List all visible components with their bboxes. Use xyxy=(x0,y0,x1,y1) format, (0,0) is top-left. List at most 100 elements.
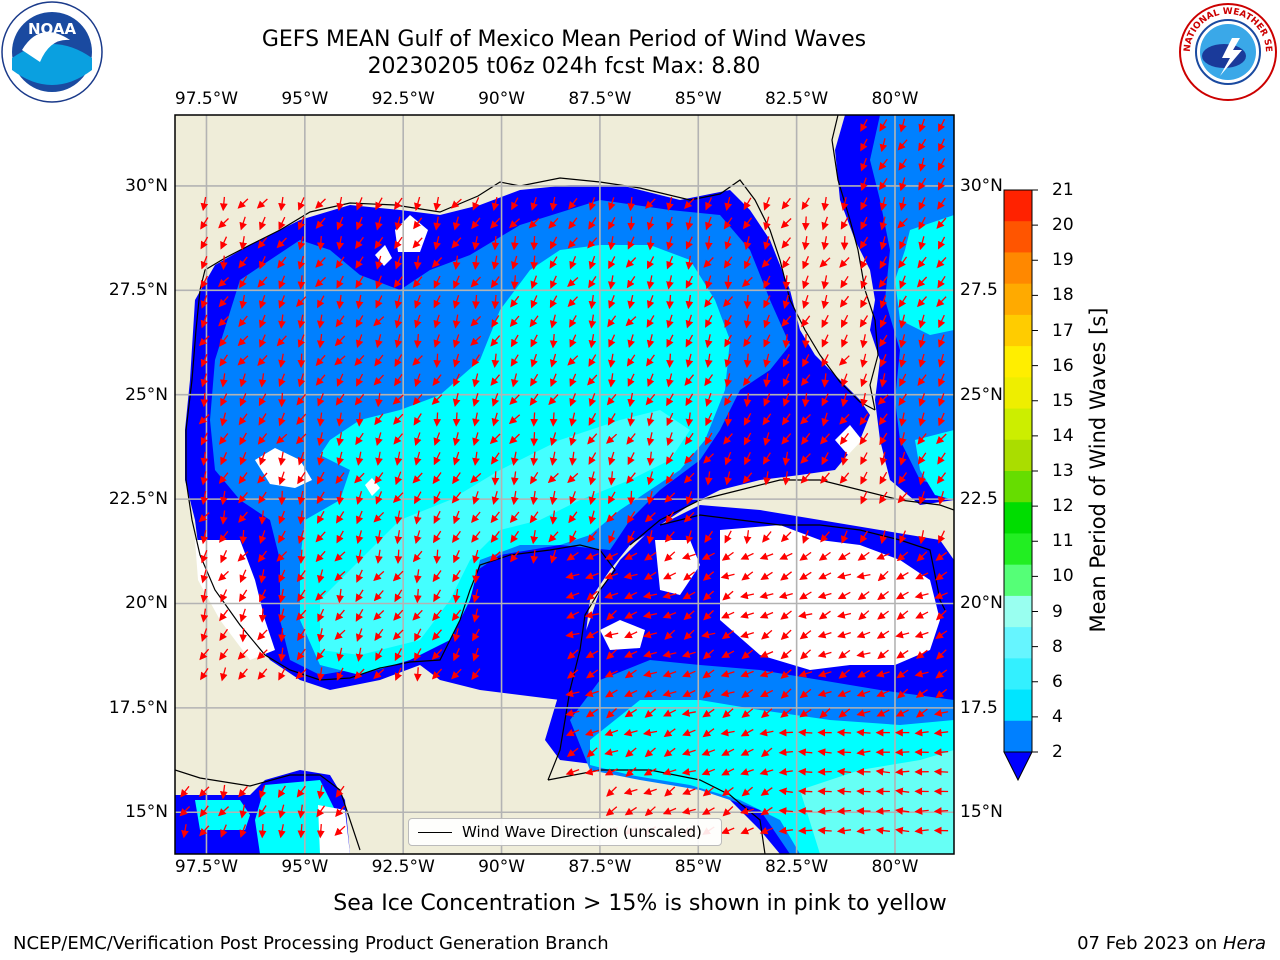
wave-direction-arrow xyxy=(802,294,810,309)
wave-direction-arrow xyxy=(607,491,616,505)
colorbar-tick-label: 6 xyxy=(1052,671,1063,692)
wave-direction-arrow xyxy=(820,472,830,484)
wave-direction-arrow xyxy=(355,628,364,642)
wave-direction-arrow xyxy=(530,236,539,251)
wave-direction-arrow xyxy=(704,374,714,387)
wave-direction-arrow xyxy=(759,826,774,835)
wave-direction-arrow xyxy=(587,237,598,249)
wave-direction-arrow xyxy=(860,275,868,290)
wave-direction-arrow xyxy=(821,196,830,212)
wave-direction-arrow xyxy=(452,216,461,231)
wave-direction-arrow xyxy=(278,353,286,368)
wave-direction-arrow xyxy=(414,295,422,309)
wave-direction-arrow xyxy=(860,177,868,192)
wave-direction-arrow xyxy=(837,572,852,580)
wave-direction-arrow xyxy=(237,551,249,562)
wave-direction-arrow xyxy=(721,551,734,561)
wave-direction-arrow xyxy=(200,353,208,368)
wave-direction-arrow xyxy=(627,490,636,506)
wave-direction-arrow xyxy=(355,197,364,211)
wave-direction-arrow xyxy=(743,197,752,211)
lat-label-right: 25°N xyxy=(960,384,1003,405)
wave-direction-arrow xyxy=(624,806,637,816)
wave-direction-arrow xyxy=(491,255,500,270)
wave-direction-arrow xyxy=(627,236,635,250)
wave-direction-arrow xyxy=(879,432,888,446)
wave-direction-arrow xyxy=(297,236,306,251)
wave-direction-arrow xyxy=(373,570,385,582)
wave-direction-arrow xyxy=(722,806,734,817)
wave-direction-arrow xyxy=(683,571,695,581)
wave-direction-arrow xyxy=(433,353,442,368)
wave-direction-arrow xyxy=(856,571,871,580)
wave-direction-arrow xyxy=(915,649,928,659)
wave-direction-arrow xyxy=(643,630,658,639)
wave-direction-arrow xyxy=(394,255,403,270)
wave-direction-arrow xyxy=(643,670,658,678)
wave-direction-arrow xyxy=(879,373,888,388)
wave-direction-arrow xyxy=(239,373,247,388)
wave-direction-arrow xyxy=(200,373,209,388)
wave-direction-arrow xyxy=(646,236,655,251)
wave-direction-arrow xyxy=(200,392,209,408)
colorbar-segment xyxy=(1004,471,1032,503)
lon-label-bottom: 82.5°W xyxy=(765,857,829,877)
wave-direction-arrow xyxy=(836,807,852,815)
wave-direction-arrow xyxy=(781,237,792,249)
wave-direction-arrow xyxy=(238,256,248,269)
lat-label-left: 17.5°N xyxy=(108,697,168,718)
wave-direction-arrow xyxy=(839,472,850,484)
wave-direction-arrow xyxy=(819,708,831,719)
wave-direction-arrow xyxy=(877,394,889,405)
wave-direction-arrow xyxy=(413,217,423,230)
wave-direction-arrow xyxy=(645,198,656,209)
wave-direction-arrow xyxy=(607,315,617,328)
wave-direction-arrow xyxy=(276,237,287,249)
wave-direction-arrow xyxy=(569,255,577,270)
wave-direction-arrow xyxy=(937,373,946,387)
wave-direction-arrow xyxy=(200,549,209,564)
wave-direction-arrow xyxy=(915,572,929,580)
wave-direction-arrow xyxy=(355,530,364,545)
wave-direction-arrow xyxy=(684,432,694,445)
wave-direction-arrow xyxy=(354,472,365,484)
wave-direction-arrow xyxy=(355,334,364,349)
wave-direction-arrow xyxy=(394,589,403,603)
wave-direction-arrow xyxy=(702,728,715,738)
wave-direction-arrow xyxy=(662,611,677,619)
wave-direction-arrow xyxy=(433,275,441,289)
wave-direction-arrow xyxy=(899,451,907,466)
wave-direction-arrow xyxy=(317,451,325,466)
wave-direction-arrow xyxy=(297,804,306,819)
wave-direction-arrow xyxy=(937,452,946,465)
wave-direction-arrow xyxy=(743,334,752,348)
wave-direction-arrow xyxy=(394,374,403,387)
wave-direction-arrow xyxy=(394,648,402,662)
wave-direction-arrow xyxy=(917,433,927,445)
wave-direction-arrow xyxy=(820,531,830,543)
wave-direction-arrow xyxy=(743,294,752,310)
wave-direction-arrow xyxy=(938,138,946,152)
wave-direction-arrow xyxy=(414,432,422,447)
wave-direction-arrow xyxy=(662,689,677,698)
wave-direction-arrow xyxy=(530,549,539,564)
wave-direction-arrow xyxy=(181,824,189,839)
legend-label: Wind Wave Direction (unscaled) xyxy=(462,823,702,841)
wave-direction-arrow xyxy=(646,373,655,388)
wave-direction-arrow xyxy=(588,255,597,270)
wave-direction-arrow xyxy=(373,316,385,327)
wave-direction-arrow xyxy=(569,432,577,447)
wave-direction-arrow xyxy=(584,767,599,776)
colorbar-tick-label: 9 xyxy=(1052,601,1063,622)
wave-direction-arrow xyxy=(704,530,714,543)
wave-direction-arrow xyxy=(702,669,715,679)
wave-direction-arrow xyxy=(491,471,500,486)
wave-direction-arrow xyxy=(838,649,851,659)
wave-direction-arrow xyxy=(724,412,733,427)
wave-direction-arrow xyxy=(373,610,385,621)
wave-direction-arrow xyxy=(760,787,773,796)
wave-direction-arrow xyxy=(373,668,385,680)
wave-direction-arrow xyxy=(510,530,520,544)
wave-direction-arrow xyxy=(471,511,481,524)
wave-direction-arrow xyxy=(666,294,674,310)
